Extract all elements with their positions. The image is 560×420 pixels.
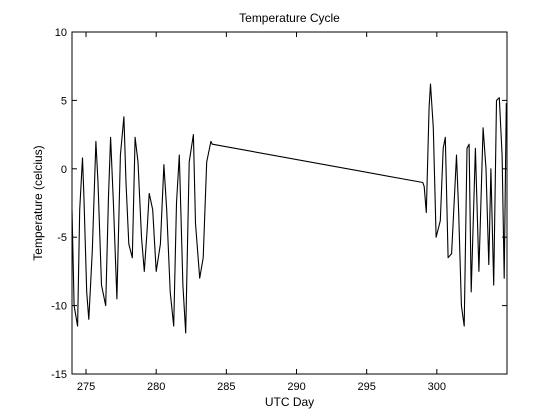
x-tick-label: 280 bbox=[147, 381, 165, 393]
y-tick-label: 5 bbox=[61, 95, 67, 107]
x-axis-title: UTC Day bbox=[265, 395, 314, 409]
series-line-0 bbox=[71, 83, 507, 334]
x-tick-label: 290 bbox=[287, 381, 305, 393]
x-tick-label: 275 bbox=[77, 381, 95, 393]
y-tick-label: -10 bbox=[51, 301, 67, 313]
x-tick-label: 300 bbox=[428, 381, 446, 393]
x-axis-ticks: 275 280 285 290 295 300 bbox=[77, 32, 446, 393]
y-axis-ticks: -15 -10 -5 0 5 10 bbox=[51, 27, 507, 381]
plot-area bbox=[71, 31, 508, 375]
y-tick-label: 0 bbox=[61, 164, 67, 176]
y-tick-label: -5 bbox=[57, 232, 67, 244]
series-layer bbox=[71, 83, 507, 334]
chart-title: Temperature Cycle bbox=[239, 11, 340, 25]
x-tick-label: 285 bbox=[217, 381, 235, 393]
y-axis-title: Temperature (celcius) bbox=[31, 145, 45, 260]
y-tick-label: -15 bbox=[51, 369, 67, 381]
x-tick-label: 295 bbox=[357, 381, 375, 393]
y-tick-label: 10 bbox=[55, 27, 67, 39]
